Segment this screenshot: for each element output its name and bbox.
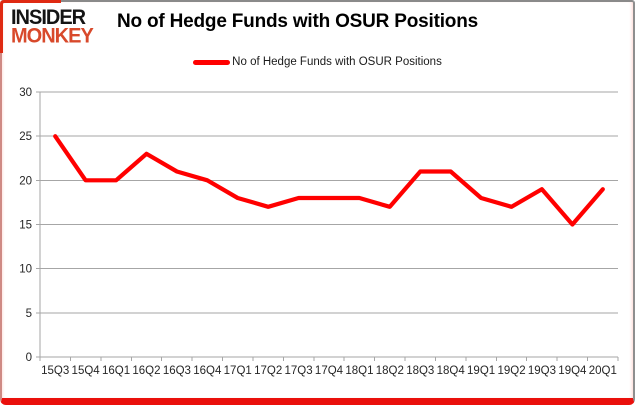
svg-text:18Q3: 18Q3 (406, 365, 434, 377)
svg-text:20Q1: 20Q1 (589, 365, 617, 377)
legend-line-icon (193, 59, 231, 65)
svg-text:19Q2: 19Q2 (497, 365, 525, 377)
svg-text:17Q2: 17Q2 (254, 365, 282, 377)
svg-text:30: 30 (19, 87, 32, 99)
svg-text:18Q1: 18Q1 (345, 365, 373, 377)
svg-text:19Q4: 19Q4 (558, 365, 587, 377)
svg-text:18Q4: 18Q4 (437, 365, 466, 377)
svg-text:17Q3: 17Q3 (285, 365, 313, 377)
svg-text:25: 25 (19, 131, 32, 143)
chart-legend: No of Hedge Funds with OSUR Positions (0, 56, 635, 68)
svg-text:16Q2: 16Q2 (132, 365, 160, 377)
svg-text:16Q1: 16Q1 (102, 365, 130, 377)
legend-label: No of Hedge Funds with OSUR Positions (232, 56, 442, 68)
svg-text:5: 5 (26, 308, 32, 320)
svg-text:18Q2: 18Q2 (376, 365, 404, 377)
svg-text:17Q4: 17Q4 (315, 365, 344, 377)
svg-text:0: 0 (26, 352, 32, 364)
logo-line-insider: INSIDER (11, 5, 86, 30)
svg-text:10: 10 (19, 264, 32, 276)
svg-text:19Q1: 19Q1 (467, 365, 495, 377)
logo-line-monkey: MONKEY (11, 25, 94, 49)
svg-text:15Q3: 15Q3 (41, 365, 69, 377)
svg-text:16Q3: 16Q3 (163, 365, 191, 377)
svg-text:15: 15 (19, 220, 32, 232)
svg-text:16Q4: 16Q4 (193, 365, 222, 377)
insider-monkey-logo: INSIDER MONKEY (11, 5, 94, 49)
svg-text:19Q3: 19Q3 (528, 365, 556, 377)
svg-text:17Q1: 17Q1 (224, 365, 252, 377)
page-title: No of Hedge Funds with OSUR Positions (117, 11, 478, 32)
svg-text:15Q4: 15Q4 (72, 365, 101, 377)
svg-text:20: 20 (19, 175, 32, 187)
